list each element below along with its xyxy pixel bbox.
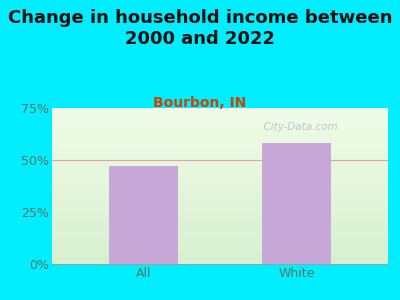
Bar bbox=[109, 166, 178, 264]
Bar bbox=[262, 143, 331, 264]
Text: Bourbon, IN: Bourbon, IN bbox=[153, 96, 247, 110]
Text: Change in household income between
2000 and 2022: Change in household income between 2000 … bbox=[8, 9, 392, 48]
Text: City-Data.com: City-Data.com bbox=[257, 122, 338, 132]
